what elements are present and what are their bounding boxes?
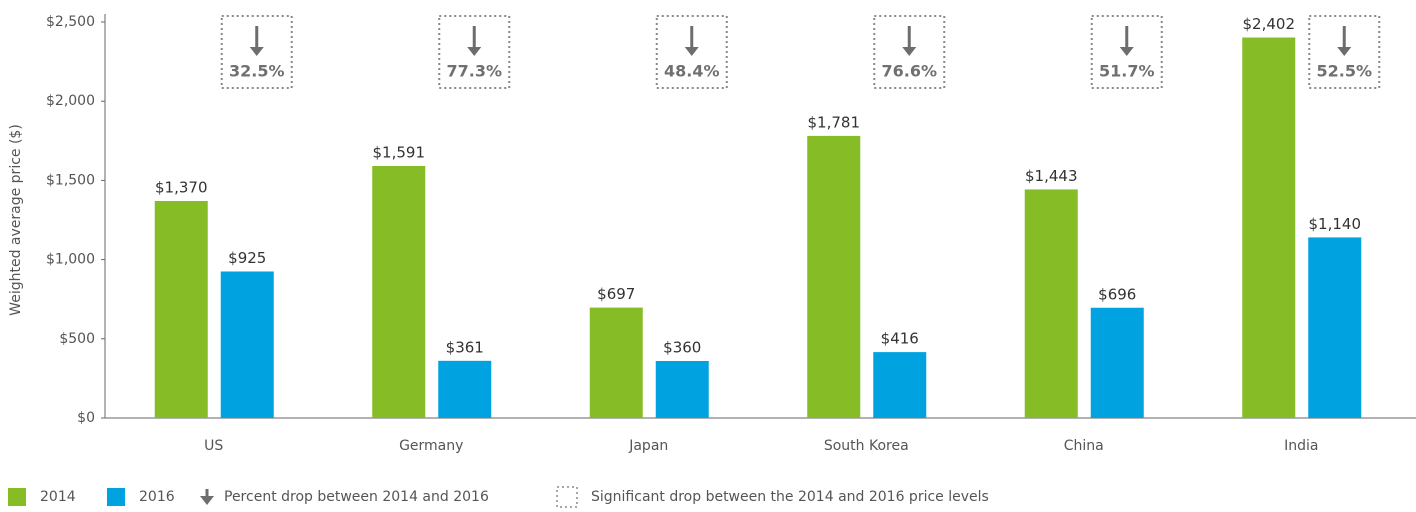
legend-note: Percent drop between 2014 and 2016 <box>224 489 489 505</box>
x-tick-label: India <box>1284 438 1318 454</box>
value-label: $696 <box>1098 285 1136 303</box>
y-tick-label: $2,000 <box>46 93 95 109</box>
significance-box <box>873 15 946 89</box>
y-tick-label: $0 <box>77 410 95 426</box>
legend-box <box>556 486 578 508</box>
significance-box <box>655 15 728 89</box>
significance-box <box>1308 15 1381 89</box>
percent-drop: 52.5% <box>1316 62 1372 81</box>
bar <box>154 200 208 418</box>
x-tick-label: South Korea <box>824 438 909 454</box>
value-label: $697 <box>597 285 635 303</box>
y-axis-label: Weighted average price ($) <box>8 124 24 316</box>
significance-box <box>438 15 511 89</box>
drop-arrow-head <box>1337 47 1352 56</box>
x-tick-label: US <box>204 438 223 454</box>
percent-drop: 51.7% <box>1099 62 1155 81</box>
percent-drop: 48.4% <box>664 62 720 81</box>
value-label: $1,140 <box>1309 215 1362 233</box>
significance-box <box>1090 15 1163 89</box>
drop-arrow-head <box>902 47 917 56</box>
legend-arrow-head <box>200 496 214 505</box>
bar <box>1242 37 1296 419</box>
y-tick-label: $1,500 <box>46 172 95 188</box>
y-tick-label: $2,500 <box>46 14 95 30</box>
x-tick-label: Germany <box>399 438 463 454</box>
bar <box>807 135 861 419</box>
x-tick-label: Japan <box>628 438 668 454</box>
drop-arrow-head <box>1119 47 1134 56</box>
x-tick-label: China <box>1064 438 1104 454</box>
legend-label: 2014 <box>40 489 76 505</box>
percent-drop: 32.5% <box>229 62 285 81</box>
bar <box>1090 307 1144 418</box>
value-label: $925 <box>228 249 266 267</box>
value-label: $416 <box>881 330 919 348</box>
legend-swatch <box>8 488 26 506</box>
legend-label: 2016 <box>139 489 175 505</box>
y-tick-label: $1,000 <box>46 252 95 268</box>
bar <box>1024 189 1078 418</box>
bar <box>655 360 709 418</box>
value-label: $1,370 <box>155 178 208 196</box>
y-tick-label: $500 <box>59 331 95 347</box>
value-label: $360 <box>663 338 701 356</box>
value-label: $1,443 <box>1025 167 1078 185</box>
legend-note: Significant drop between the 2014 and 20… <box>591 489 989 505</box>
drop-arrow-head <box>684 47 699 56</box>
value-label: $2,402 <box>1243 15 1296 33</box>
value-label: $361 <box>446 338 484 356</box>
legend-swatch <box>107 488 125 506</box>
value-label: $1,591 <box>373 143 426 161</box>
bar <box>372 165 426 418</box>
bar <box>873 352 927 418</box>
bar <box>1308 237 1362 418</box>
value-label: $1,781 <box>808 113 861 131</box>
drop-arrow-head <box>249 47 264 56</box>
drop-arrow-head <box>467 47 482 56</box>
percent-drop: 76.6% <box>881 62 937 81</box>
percent-drop: 77.3% <box>446 62 502 81</box>
significance-box <box>220 15 293 89</box>
bar <box>438 360 492 418</box>
bar <box>589 307 643 418</box>
bar <box>220 271 274 418</box>
